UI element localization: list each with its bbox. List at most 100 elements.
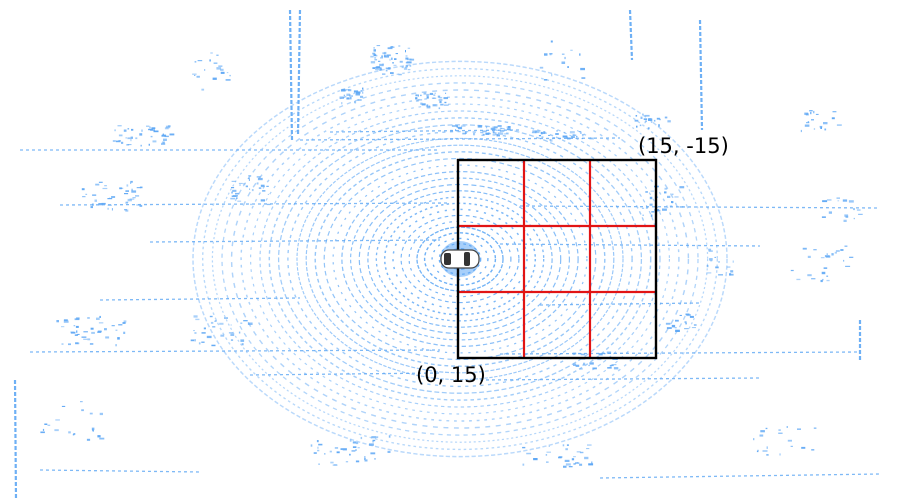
point-cluster	[732, 260, 734, 263]
point-cluster	[220, 334, 225, 337]
point-cluster	[218, 65, 223, 67]
point-cluster	[607, 367, 612, 369]
point-cluster	[225, 79, 231, 81]
point-cluster	[822, 200, 828, 203]
point-cluster	[679, 314, 682, 316]
point-cluster	[232, 189, 237, 192]
point-cluster	[842, 199, 848, 202]
point-cluster	[644, 120, 647, 123]
point-cluster	[562, 135, 568, 138]
point-cluster	[213, 62, 218, 64]
scan-ring	[383, 202, 537, 316]
point-cluster	[832, 111, 837, 113]
point-cluster	[375, 54, 378, 57]
point-cluster	[127, 144, 132, 146]
point-cluster	[266, 203, 271, 206]
point-cluster	[126, 144, 130, 146]
point-cluster	[240, 322, 243, 324]
car-rear-window	[444, 253, 451, 265]
point-cluster	[566, 136, 568, 139]
point-cluster	[658, 124, 660, 127]
point-cluster	[572, 134, 575, 136]
point-cluster	[117, 337, 120, 340]
point-cluster	[349, 439, 352, 442]
point-cluster	[664, 191, 667, 194]
point-cluster	[220, 71, 225, 74]
point-cluster	[249, 188, 251, 190]
point-cluster	[580, 131, 582, 134]
wall-points	[288, 9, 294, 141]
point-cluster	[766, 454, 769, 456]
point-cluster	[316, 440, 319, 443]
point-cluster	[152, 140, 157, 143]
point-cluster	[689, 315, 694, 318]
point-cluster	[407, 47, 411, 49]
point-cluster	[706, 265, 709, 268]
point-cluster	[398, 73, 402, 76]
point-cluster	[317, 449, 320, 452]
scan-ring	[305, 144, 615, 374]
point-cluster	[667, 120, 671, 123]
point-cluster	[89, 412, 93, 415]
point-cluster	[462, 132, 466, 135]
point-cluster	[353, 90, 359, 93]
point-cluster	[667, 195, 671, 198]
point-cluster	[90, 206, 93, 209]
point-cluster	[231, 195, 237, 197]
point-cluster	[256, 182, 259, 185]
point-cluster	[220, 68, 224, 71]
point-cluster	[598, 353, 603, 356]
scan-ring	[221, 82, 699, 436]
point-cluster	[640, 116, 643, 119]
point-cluster	[426, 106, 431, 109]
point-cluster	[555, 133, 559, 135]
point-cluster	[848, 200, 854, 203]
point-cluster	[635, 115, 638, 117]
point-cluster	[645, 191, 648, 193]
point-cluster	[56, 320, 59, 323]
point-cluster	[820, 279, 823, 283]
point-cluster	[456, 125, 458, 128]
point-cluster	[111, 325, 115, 327]
wall-points	[296, 9, 302, 136]
point-cluster	[214, 320, 216, 322]
point-cluster	[438, 107, 441, 110]
scan-ring	[323, 157, 597, 361]
point-cluster	[212, 326, 216, 328]
point-cluster	[206, 335, 212, 339]
point-cluster	[385, 69, 388, 72]
point-cluster	[450, 129, 453, 132]
point-cluster	[641, 207, 645, 209]
point-cluster	[806, 122, 810, 124]
point-cluster	[391, 46, 395, 48]
point-cluster	[349, 453, 351, 456]
point-cluster	[811, 449, 815, 451]
road-edge-points	[329, 129, 521, 133]
point-cluster	[575, 364, 580, 367]
point-cluster	[440, 103, 444, 106]
point-cluster	[161, 134, 167, 137]
point-cluster	[376, 436, 379, 438]
point-cluster	[684, 321, 687, 323]
point-cluster	[496, 134, 498, 137]
point-cluster	[666, 327, 672, 329]
point-cluster	[664, 187, 668, 190]
point-cluster	[588, 463, 594, 466]
point-cluster	[241, 343, 244, 346]
point-cluster	[203, 327, 206, 330]
point-cluster	[76, 330, 78, 333]
point-cluster	[837, 200, 840, 202]
point-cluster	[215, 320, 217, 322]
point-cluster	[161, 142, 166, 145]
point-cluster	[99, 437, 105, 440]
point-cluster	[91, 331, 95, 334]
point-cluster	[671, 324, 676, 328]
point-cluster	[262, 190, 266, 192]
point-cluster	[346, 93, 350, 96]
point-cluster	[545, 454, 548, 456]
point-cluster	[548, 445, 550, 447]
point-cluster	[129, 198, 135, 200]
point-cluster	[140, 144, 142, 147]
corner-label-top-right: (15, -15)	[638, 134, 729, 158]
point-cluster	[532, 130, 538, 133]
